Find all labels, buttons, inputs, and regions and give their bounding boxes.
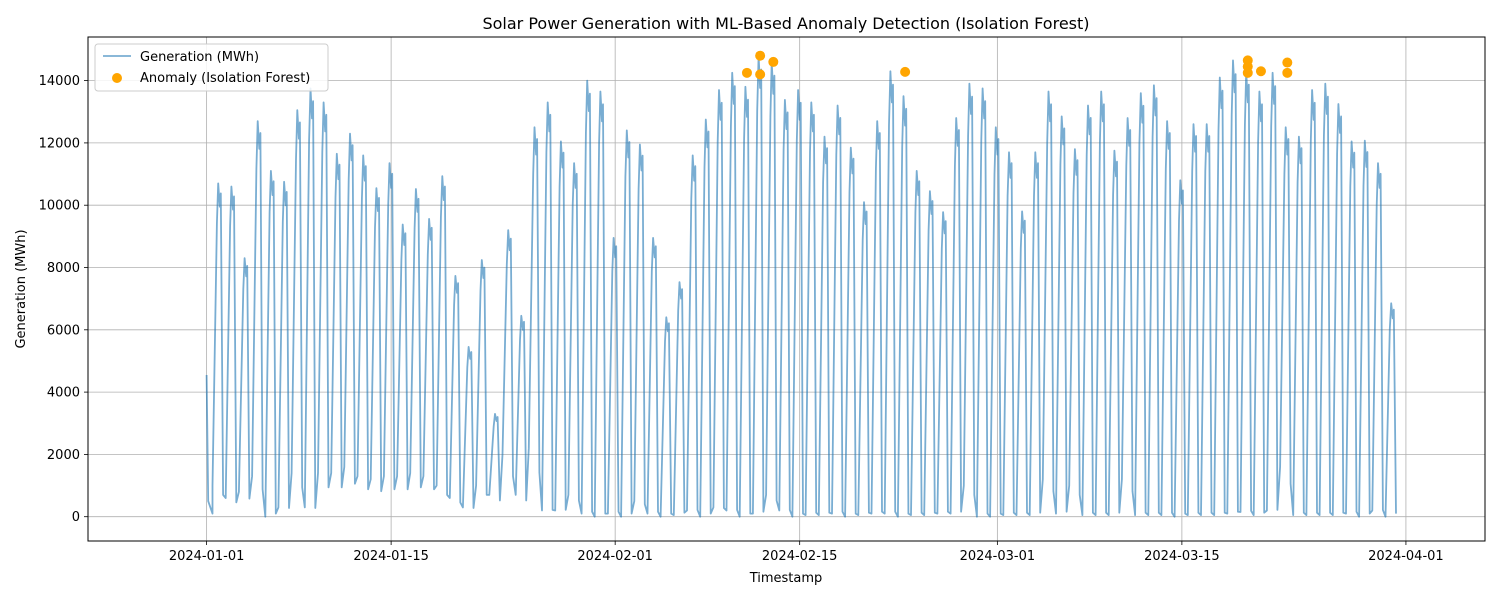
- legend-marker-anomaly: [112, 73, 122, 83]
- y-axis-label: Generation (MWh): [14, 229, 29, 348]
- y-tick-label: 12000: [39, 136, 80, 151]
- anomaly-point: [755, 69, 766, 80]
- x-tick-label: 2024-02-15: [762, 549, 838, 564]
- anomaly-point: [768, 56, 779, 67]
- x-tick-label: 2024-04-01: [1368, 549, 1444, 564]
- y-tick-label: 0: [72, 510, 80, 525]
- anomaly-point: [755, 50, 766, 61]
- x-tick-label: 2024-01-01: [169, 549, 245, 564]
- ticks: 2024-01-01 2024-01-15 2024-02-01 2024-02-15…: [39, 74, 1444, 564]
- anomaly-point: [900, 66, 911, 77]
- y-tick-label: 2000: [47, 448, 80, 463]
- chart-title: Solar Power Generation with ML-Based Ano…: [482, 14, 1089, 33]
- generation-series-line: [205, 54, 1397, 518]
- x-axis-label: Timestamp: [749, 571, 823, 586]
- legend-label-anomaly: Anomaly (Isolation Forest): [140, 71, 310, 86]
- x-tick-label: 2024-02-01: [577, 549, 653, 564]
- x-tick-label: 2024-01-15: [353, 549, 429, 564]
- anomaly-point: [741, 67, 752, 78]
- y-tick-label: 14000: [39, 74, 80, 89]
- plot-area: [205, 50, 1397, 518]
- anomaly-point: [1282, 57, 1293, 68]
- x-tick-label: 2024-03-15: [1144, 549, 1220, 564]
- legend-label-generation: Generation (MWh): [140, 50, 259, 65]
- grid: [88, 37, 1485, 541]
- anomaly-point: [1242, 67, 1253, 78]
- x-tick-label: 2024-03-01: [960, 549, 1036, 564]
- y-tick-label: 4000: [47, 386, 80, 401]
- anomaly-point: [1282, 67, 1293, 78]
- axes-frame: [87, 36, 1486, 542]
- legend: Generation (MWh) Anomaly (Isolation Fore…: [94, 43, 329, 92]
- y-tick-label: 8000: [47, 261, 80, 276]
- y-tick-label: 10000: [39, 199, 80, 214]
- y-tick-label: 6000: [47, 323, 80, 338]
- anomaly-point: [1255, 66, 1266, 77]
- legend-box: [94, 43, 329, 92]
